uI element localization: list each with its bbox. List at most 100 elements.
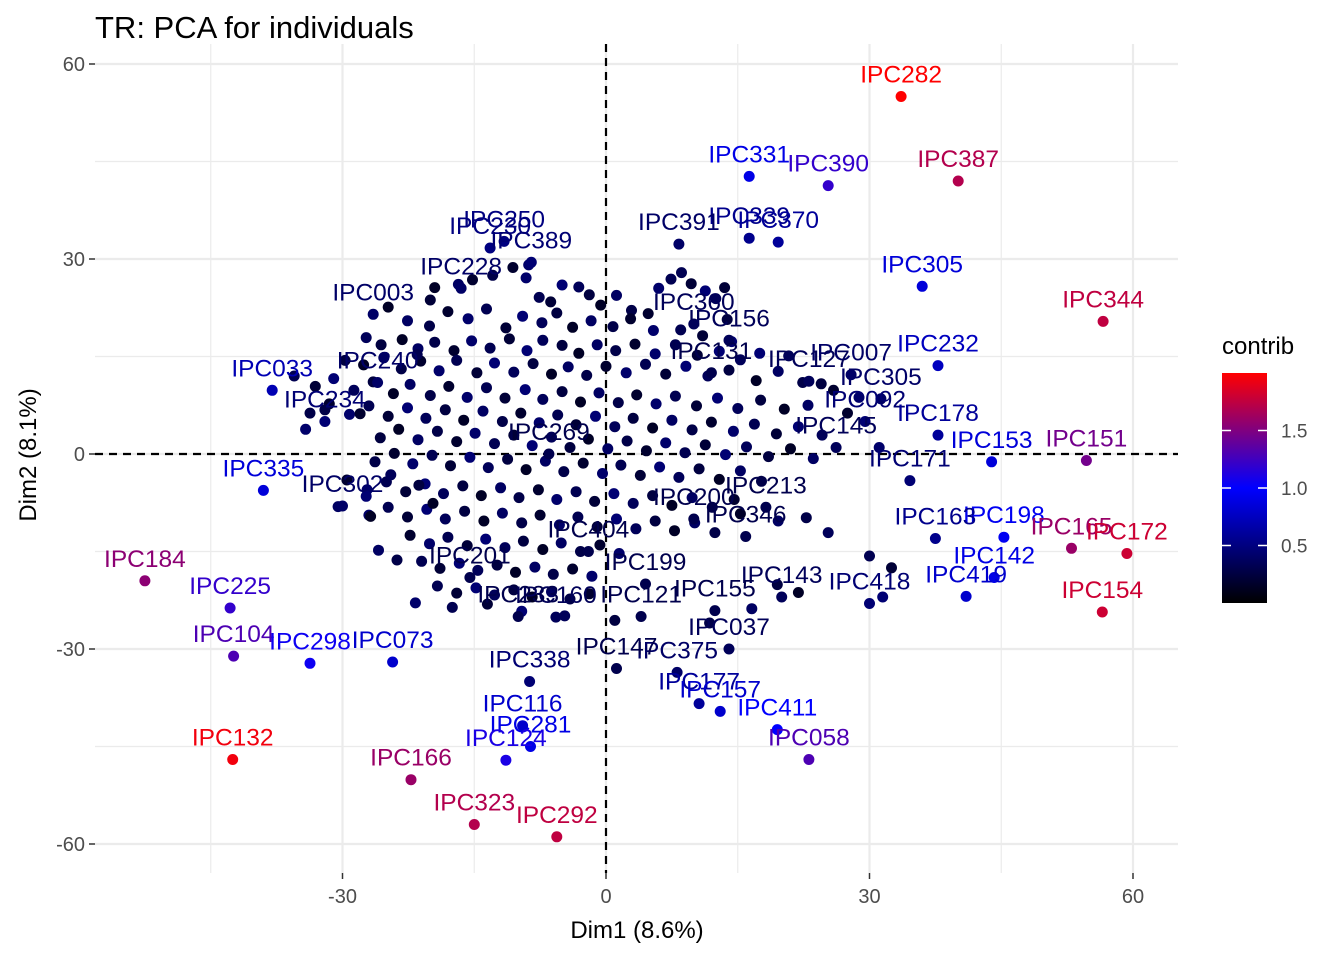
y-tick-label: 60 — [63, 54, 85, 76]
data-point — [402, 315, 413, 327]
data-point — [792, 421, 804, 433]
label-ipc323: IPC323 — [433, 790, 515, 817]
data-point — [469, 427, 481, 439]
data-point — [612, 397, 624, 409]
data-point — [526, 591, 538, 603]
point-ipc323 — [468, 819, 480, 830]
data-point — [309, 380, 321, 392]
point-ipc213 — [760, 501, 772, 513]
label-ipc233: IPC233 — [477, 582, 559, 609]
y-axis-title: Dim2 (8.1%) — [15, 388, 42, 521]
data-point — [438, 488, 449, 500]
data-point — [741, 441, 752, 453]
label-ipc124: IPC124 — [465, 725, 547, 752]
data-point — [439, 404, 451, 416]
data-point — [551, 307, 563, 319]
data-point — [746, 603, 758, 615]
data-point — [461, 540, 473, 552]
data-point — [640, 445, 652, 457]
data-point — [424, 390, 436, 401]
data-point — [609, 614, 621, 626]
background-points — [288, 259, 897, 629]
data-point — [532, 484, 544, 496]
data-point — [660, 437, 672, 449]
data-point — [591, 521, 603, 533]
data-point — [537, 544, 549, 555]
data-point — [451, 354, 463, 366]
data-point — [556, 279, 568, 291]
data-point — [567, 563, 579, 575]
data-point — [654, 461, 666, 473]
data-point — [529, 561, 541, 573]
point-ipc160 — [550, 611, 562, 623]
data-point — [496, 416, 508, 427]
label-ipc199: IPC199 — [605, 549, 687, 576]
data-point — [365, 510, 377, 522]
data-point — [348, 384, 360, 396]
point-ipc003 — [367, 308, 379, 320]
data-point — [443, 380, 455, 392]
data-point — [620, 367, 632, 379]
data-point — [754, 347, 766, 359]
data-point — [534, 509, 546, 521]
label-ipc153: IPC153 — [951, 427, 1033, 454]
label-ipc230: IPC230 — [449, 213, 531, 240]
data-point — [552, 409, 564, 421]
data-point — [564, 593, 576, 605]
label-ipc302: IPC302 — [302, 471, 384, 498]
data-point — [451, 436, 463, 448]
data-point — [375, 339, 387, 351]
label-ipc389: IPC389 — [490, 227, 572, 254]
point-ipc292 — [551, 831, 563, 843]
data-point — [339, 354, 351, 366]
label-ipc143: IPC143 — [741, 562, 823, 589]
point-ipc145 — [830, 442, 842, 453]
data-point — [712, 392, 723, 404]
data-point — [547, 568, 559, 580]
data-point — [570, 419, 582, 431]
point-ipc156 — [723, 334, 735, 346]
data-point — [461, 391, 473, 403]
data-point — [328, 373, 340, 385]
data-point — [559, 610, 571, 622]
label-ipc213: IPC213 — [725, 472, 807, 499]
data-point — [300, 423, 312, 435]
data-point — [593, 387, 605, 399]
data-point — [519, 384, 531, 396]
data-point — [572, 511, 584, 523]
data-point — [387, 388, 399, 400]
point-ipc338 — [524, 676, 536, 687]
data-point — [344, 408, 355, 420]
label-ipc292: IPC292 — [516, 802, 598, 829]
data-point — [589, 495, 601, 507]
data-point — [556, 386, 568, 398]
data-point — [489, 438, 500, 450]
data-point — [442, 531, 454, 543]
label-ipc370: IPC370 — [737, 207, 819, 234]
point-ipc104 — [228, 650, 240, 662]
point-ipc157 — [714, 705, 726, 717]
data-point — [484, 342, 496, 354]
data-point — [610, 345, 622, 357]
data-point — [393, 423, 405, 435]
point-ipc305b — [875, 393, 887, 405]
data-point — [508, 366, 520, 378]
data-point — [705, 416, 717, 428]
data-point — [675, 324, 687, 336]
data-point — [358, 359, 370, 371]
data-point — [699, 285, 711, 297]
point-ipc155 — [709, 605, 721, 617]
point-ipc360 — [688, 318, 700, 330]
data-point — [500, 322, 512, 334]
y-tick-label: -60 — [56, 834, 85, 856]
data-point — [516, 517, 528, 529]
point-ipc132 — [227, 754, 239, 765]
point-ipc007 — [845, 369, 857, 381]
data-point — [627, 412, 639, 424]
data-point — [520, 464, 532, 476]
data-point — [853, 391, 865, 403]
data-point — [595, 299, 607, 311]
data-point — [586, 570, 598, 582]
data-point — [734, 354, 746, 366]
data-point — [728, 494, 740, 505]
